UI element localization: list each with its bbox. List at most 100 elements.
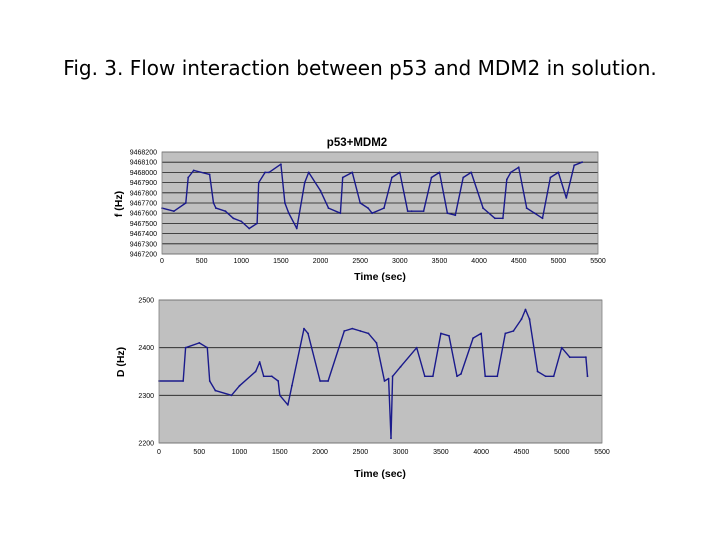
chart1-y-tick-label: 9467900 bbox=[130, 180, 157, 187]
chart2-y-tick-label: 2500 bbox=[138, 298, 154, 305]
chart2-x-tick-label: 3500 bbox=[433, 449, 449, 456]
chart1-y-tick-label: 9467600 bbox=[130, 211, 157, 218]
chart2-data-point bbox=[504, 332, 507, 335]
chart2-data-point bbox=[359, 330, 362, 332]
chart1-data-point bbox=[501, 217, 504, 220]
chart1-x-tick-label: 2000 bbox=[313, 258, 329, 265]
chart2-data-point bbox=[415, 346, 418, 349]
chart1-data-point bbox=[327, 207, 330, 210]
chart1-data-point bbox=[517, 166, 520, 169]
chart2-data-point bbox=[198, 342, 201, 344]
chart2-data-point bbox=[431, 375, 434, 378]
chart2-data-point bbox=[496, 375, 499, 378]
chart2-plot-area bbox=[159, 300, 602, 443]
chart2-data-point bbox=[375, 342, 378, 344]
chart2-x-tick-label: 1000 bbox=[232, 449, 248, 456]
chart2-x-tick-label: 4500 bbox=[514, 449, 530, 456]
chart2-data-point bbox=[512, 330, 515, 332]
chart1-data-point bbox=[341, 176, 344, 179]
chart1-x-axis-label: Time (sec) bbox=[354, 271, 406, 283]
chart2-data-point bbox=[472, 337, 475, 340]
chart1-y-tick-label: 9467500 bbox=[130, 221, 157, 228]
chart2-data-point bbox=[399, 365, 402, 368]
chart2-data-point bbox=[351, 327, 354, 330]
chart2-data-point bbox=[391, 375, 394, 378]
chart1-x-tick-label: 2500 bbox=[352, 258, 368, 265]
chart1-y-axis-label: f (Hz) bbox=[113, 191, 125, 217]
chart2-data-point bbox=[319, 380, 321, 382]
chart1-data-point bbox=[264, 171, 266, 174]
chart2-x-tick-label: 4000 bbox=[473, 449, 489, 456]
chart2-data-point bbox=[524, 308, 527, 311]
chart2-data-point bbox=[456, 375, 458, 378]
chart2-x-tick-label: 1500 bbox=[272, 449, 288, 456]
chart2-data-point bbox=[277, 380, 280, 382]
chart1-data-point bbox=[215, 207, 217, 210]
chart1-data-point bbox=[482, 207, 484, 210]
chart1-x-tick-label: 5500 bbox=[590, 258, 606, 265]
chart2-x-tick-label: 5500 bbox=[594, 449, 610, 456]
chart2-data-point bbox=[303, 327, 305, 330]
chart2-data-point bbox=[448, 334, 450, 337]
chart1-data-point bbox=[359, 202, 362, 204]
chart2-data-point bbox=[387, 377, 390, 380]
chart2-data-point bbox=[528, 318, 531, 320]
chart2-data-point bbox=[270, 375, 273, 378]
chart1-data-point bbox=[557, 171, 560, 174]
chart1-data-point bbox=[406, 210, 409, 213]
chart2-x-tick-label: 2000 bbox=[312, 449, 328, 456]
chart1-x-tick-label: 3000 bbox=[392, 258, 408, 265]
chart2-data-point bbox=[484, 375, 487, 378]
chart1-y-tick-label: 9467400 bbox=[130, 231, 157, 238]
chart1-data-point bbox=[410, 210, 413, 213]
chart1-data-point bbox=[224, 210, 227, 213]
chart1-data-point bbox=[212, 202, 215, 204]
chart1-data-point bbox=[438, 171, 441, 174]
chart2-y-tick-label: 2200 bbox=[138, 441, 154, 448]
chart2-data-point bbox=[520, 318, 523, 320]
chart1-data-point bbox=[430, 176, 433, 179]
chart1-y-tick-label: 9468100 bbox=[130, 160, 157, 167]
chart1-data-point bbox=[283, 202, 286, 204]
chart2-data-point bbox=[480, 332, 483, 335]
chart2-series-D-line bbox=[159, 308, 589, 439]
chart2-x-tick-label: 0 bbox=[157, 449, 161, 456]
chart1-x-tick-label: 4500 bbox=[511, 258, 527, 265]
chart1-x-tick-label: 0 bbox=[160, 258, 164, 265]
chart2-data-point bbox=[383, 380, 386, 382]
chart2-frame bbox=[158, 299, 603, 444]
chart1-y-tick-label: 9467300 bbox=[130, 241, 157, 248]
chart1-data-point bbox=[240, 220, 243, 223]
chart1-data-point bbox=[383, 207, 385, 210]
chart2-data-point bbox=[367, 332, 370, 335]
chart1-data-point bbox=[462, 176, 465, 179]
chart1-data-point bbox=[295, 227, 298, 230]
chart2-data-point bbox=[536, 370, 539, 373]
chart1-data-point bbox=[351, 171, 354, 174]
page-title: Fig. 3. Flow interaction between p53 and… bbox=[63, 56, 657, 80]
chart1-x-tick-label: 3500 bbox=[432, 258, 448, 265]
chart2-data-point bbox=[586, 375, 589, 378]
chart1-series-f-line bbox=[161, 161, 583, 230]
chart2-data-point bbox=[584, 356, 587, 359]
chart1-data-point bbox=[509, 171, 512, 174]
chart2-data-point bbox=[258, 361, 261, 363]
chart1-frame bbox=[161, 151, 599, 255]
chart1-data-point bbox=[172, 210, 175, 213]
chart2-data-point bbox=[262, 375, 265, 378]
chart1-data-point bbox=[494, 217, 496, 220]
chart2-data-point bbox=[184, 346, 187, 349]
chart2-data-point bbox=[560, 346, 563, 349]
chart1-data-point bbox=[398, 171, 401, 174]
chart1-x-tick-label: 1500 bbox=[273, 258, 289, 265]
chart1-data-point bbox=[422, 210, 425, 213]
chart2-data-point bbox=[214, 389, 217, 392]
chart1-data-point bbox=[454, 214, 457, 217]
chart2-data-point bbox=[291, 384, 293, 387]
chart1-data-point bbox=[533, 212, 536, 215]
chart1-x-tick-label: 5000 bbox=[551, 258, 567, 265]
chart2-y-tick-label: 2300 bbox=[138, 393, 154, 400]
chart2-data-point bbox=[460, 372, 462, 375]
chart1-data-point bbox=[581, 161, 584, 164]
